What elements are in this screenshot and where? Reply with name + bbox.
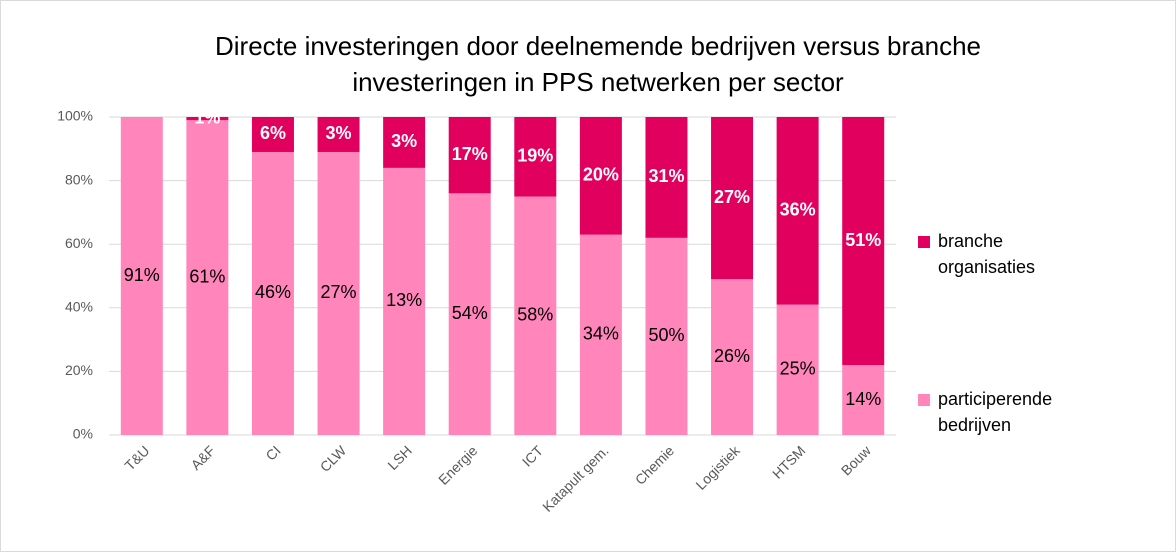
data-label: 27%	[714, 187, 750, 207]
bar-segment	[317, 117, 360, 152]
data-label: 36%	[780, 200, 816, 220]
data-label: 3%	[326, 123, 352, 143]
bar-segment	[251, 117, 294, 152]
bar-segment	[579, 234, 622, 435]
y-tick-label: 20%	[65, 362, 93, 378]
data-label: 19%	[517, 146, 553, 166]
data-label: 26%	[714, 346, 750, 366]
bar-segment	[579, 117, 622, 235]
chart-subtitle: investeringen in PPS netwerken per secto…	[352, 67, 844, 97]
legend-label: branche organisaties	[938, 231, 1035, 277]
bar-segment	[383, 117, 426, 168]
bar-segment	[383, 167, 426, 435]
legend-swatch	[918, 236, 930, 248]
bar-segment	[120, 117, 163, 435]
y-tick-label: 0%	[73, 426, 93, 442]
bar-segment	[842, 365, 885, 435]
data-label: 6%	[260, 123, 286, 143]
bar-segment	[514, 117, 557, 197]
data-label: 58%	[517, 305, 553, 325]
bar-segment	[776, 304, 819, 435]
data-label: 27%	[321, 282, 357, 302]
data-label: 51%	[845, 230, 881, 250]
data-label: 46%	[255, 282, 291, 302]
y-tick-label: 60%	[65, 235, 93, 251]
data-label: 50%	[648, 325, 684, 345]
data-label: 20%	[583, 165, 619, 185]
bar-segment	[186, 120, 229, 436]
data-label: 91%	[124, 265, 160, 285]
bar-segment	[711, 279, 754, 435]
bar-segment	[711, 117, 754, 280]
data-label: 61%	[189, 266, 225, 286]
data-label: 25%	[780, 359, 816, 379]
data-label: 13%	[386, 290, 422, 310]
y-tick-label: 40%	[65, 299, 93, 315]
data-label: 3%	[391, 131, 417, 151]
data-label: 17%	[452, 144, 488, 164]
bar-segment	[251, 151, 294, 436]
bar-segment	[448, 117, 491, 194]
data-label: 1%	[194, 107, 220, 127]
bar-segment	[317, 151, 360, 436]
legend-swatch	[918, 394, 930, 406]
y-tick-label: 100%	[57, 108, 93, 124]
legend-label: participerende bedrijven	[938, 389, 1052, 435]
bar-segment	[776, 117, 819, 305]
data-label: 54%	[452, 303, 488, 323]
bar-segment	[645, 117, 688, 238]
bar-segment	[448, 193, 491, 435]
data-label: 14%	[845, 389, 881, 409]
bar-segment	[186, 117, 229, 121]
bar-segment	[842, 117, 885, 366]
data-label: 31%	[648, 166, 684, 186]
bar-segment	[645, 237, 688, 435]
bar-segment	[514, 196, 557, 435]
data-label: 34%	[583, 324, 619, 344]
y-tick-label: 80%	[65, 171, 93, 187]
chart-title: Directe investeringen door deelnemende b…	[215, 31, 981, 61]
